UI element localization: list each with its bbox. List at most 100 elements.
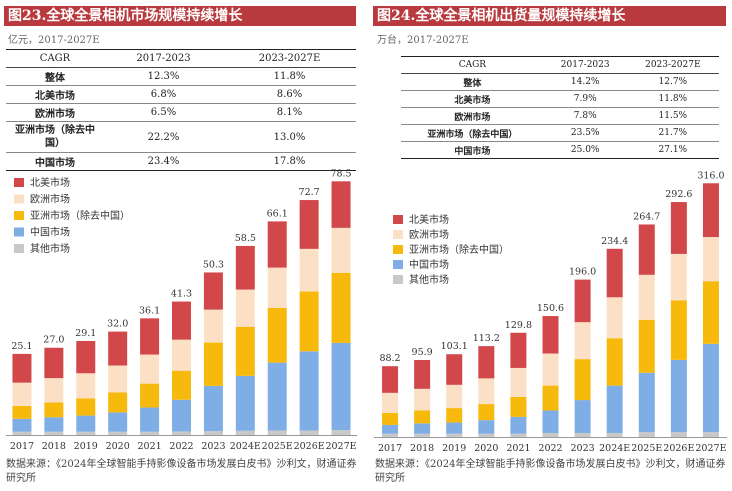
- bar-segment: [414, 433, 431, 437]
- bar-segment: [108, 412, 128, 432]
- table-row: 欧洲市场 6.5% 8.1%: [6, 104, 356, 122]
- bar-segment: [414, 359, 431, 389]
- table-header-row: CAGR 2017-2023 2023-2027E: [401, 56, 719, 74]
- table-cell: 21.7%: [658, 128, 688, 138]
- source-note: 数据来源：《2024年全球智能手持影像设备市场发展白皮书》沙利文，财通证券研究所: [375, 459, 726, 484]
- total-value-label: 196.0: [569, 267, 596, 278]
- bar-segment: [638, 432, 655, 437]
- x-tick-label: 2021: [506, 443, 530, 454]
- table-cell: 17.8%: [273, 156, 306, 167]
- bar-segment: [299, 291, 319, 352]
- legend-swatch: [393, 215, 403, 224]
- x-tick-label: 2023: [201, 441, 225, 452]
- bar-segment: [382, 412, 399, 425]
- bar-segment: [638, 224, 655, 275]
- unit-label: 亿元，2017-2027E: [8, 35, 100, 46]
- bar-segment: [542, 316, 559, 354]
- bar-segment: [331, 430, 351, 435]
- bar-segment: [108, 431, 128, 435]
- x-tick-label: 2019: [74, 441, 98, 452]
- legend-label: 其他市场: [409, 273, 449, 286]
- table-cell: 8.6%: [276, 89, 303, 100]
- bar-segment: [382, 366, 399, 393]
- legend-swatch: [14, 244, 24, 253]
- bar-segment: [267, 307, 287, 363]
- table-header: 2023-2027E: [645, 60, 701, 70]
- bar-segment: [203, 309, 223, 343]
- table-header: 2017-2023: [560, 60, 610, 70]
- bar-segment: [267, 267, 287, 308]
- bar-segment: [172, 301, 191, 340]
- table-cell: 8.1%: [276, 107, 303, 118]
- legend-label: 其他市场: [30, 242, 70, 255]
- bar-segment: [203, 431, 223, 435]
- bar-segment: [478, 433, 495, 437]
- bar-segment: [299, 200, 319, 249]
- bar-segment: [203, 385, 223, 432]
- bar-segment: [446, 384, 463, 409]
- legend-label: 欧洲市场: [409, 228, 449, 241]
- bar-segment: [638, 319, 655, 373]
- bar-segment: [510, 433, 527, 437]
- x-tick-label: 2018: [410, 443, 434, 454]
- legend-label: 亚洲市场（除去中国）: [30, 209, 130, 222]
- bar-segment: [140, 354, 160, 384]
- total-value-label: 88.2: [379, 353, 400, 364]
- bar-segment: [12, 382, 32, 406]
- bar-segment: [140, 383, 160, 408]
- table-cell: 北美市场: [35, 91, 75, 102]
- bar-segment: [108, 331, 128, 366]
- total-value-label: 36.1: [139, 305, 160, 316]
- bar-segment: [203, 342, 223, 386]
- table-cell: 7.9%: [573, 94, 597, 104]
- bar-segment: [76, 431, 96, 435]
- bar-segment: [702, 343, 719, 433]
- bar-segment: [574, 432, 591, 437]
- x-tick-label: 2024E: [599, 443, 630, 454]
- table-cell: 中国市场: [35, 158, 75, 169]
- table-cell: 11.8%: [658, 94, 688, 104]
- total-value-label: 95.9: [412, 347, 433, 358]
- bar-segment: [140, 318, 160, 355]
- table-cell: 25.0%: [570, 145, 600, 155]
- x-tick-label: 2020: [474, 443, 498, 454]
- bar-segment: [12, 418, 32, 432]
- bar-segment: [382, 424, 399, 434]
- bar-segment: [140, 407, 160, 432]
- cagr-table: CAGR 2017-2023 2023-2027E 整体 12.3% 11.8%…: [6, 49, 356, 171]
- bar-segment: [542, 353, 559, 386]
- bar-segment: [172, 399, 191, 432]
- bar-segment: [414, 410, 431, 424]
- table-header-row: CAGR 2017-2023 2023-2027E: [6, 49, 356, 68]
- bar-segment: [235, 245, 255, 290]
- total-value-label: 129.8: [505, 320, 532, 331]
- bar-segment: [446, 408, 463, 423]
- bar-segment: [382, 392, 399, 413]
- bar-segment: [44, 417, 64, 432]
- bar-segment: [12, 431, 32, 435]
- x-tick-label: 2027E: [325, 441, 356, 452]
- bar-segment: [702, 281, 719, 344]
- legend-label: 中国市场: [409, 258, 449, 271]
- table-header: 2023-2027E: [258, 53, 321, 64]
- total-value-label: 234.4: [601, 236, 628, 247]
- table-row: 整体 12.3% 11.8%: [6, 68, 356, 86]
- bar-segment: [670, 300, 687, 360]
- table-row: 亚洲市场（除去中国） 22.2% 13.0%: [6, 122, 356, 153]
- table-cell: 整体: [45, 73, 65, 84]
- table-row: 整体 14.2% 12.7%: [401, 74, 719, 91]
- bar-segment: [44, 378, 64, 403]
- x-tick-label: 2025E: [262, 441, 293, 452]
- legend-swatch: [14, 194, 24, 204]
- table-cell: 中国市场: [454, 146, 491, 157]
- legend-label: 中国市场: [30, 226, 70, 239]
- table-header: 2017-2023: [136, 53, 191, 64]
- bar-segment: [267, 362, 287, 431]
- table-cell: 欧洲市场: [35, 109, 75, 120]
- total-value-label: 41.3: [171, 289, 192, 300]
- bar-segment: [574, 279, 591, 323]
- bar-segment: [108, 365, 128, 393]
- bar-segment: [331, 181, 351, 228]
- bar-segment: [510, 416, 527, 434]
- bar-segment: [172, 431, 191, 435]
